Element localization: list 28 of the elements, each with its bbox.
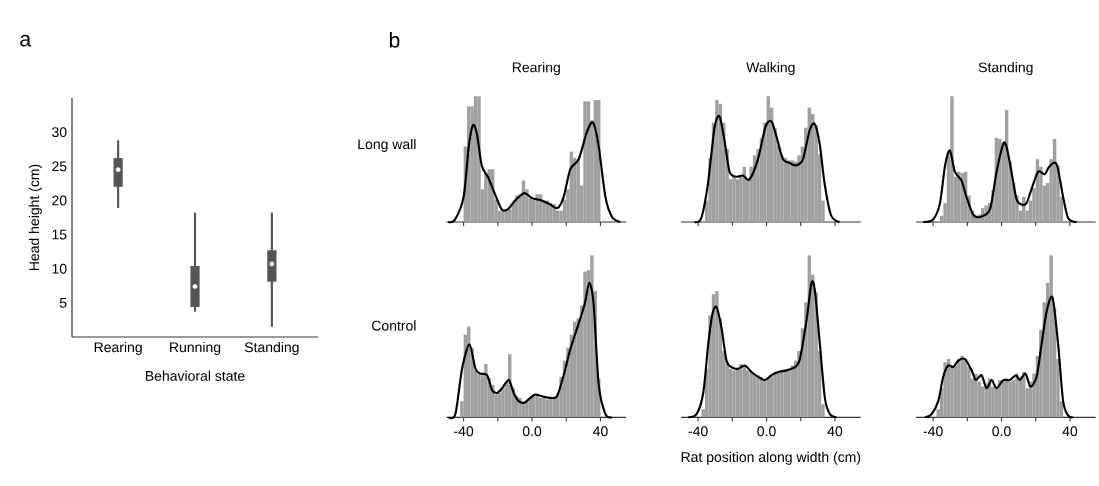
text: a (20, 34, 32, 47)
y-tick-label: 20 (52, 195, 67, 206)
y-axis-title: Control (372, 320, 416, 331)
x-tick-label: -40 (688, 426, 708, 437)
chart-title: Walking (746, 62, 795, 76)
chart-title: Standing (978, 62, 1033, 76)
x-tick-label: Running (170, 341, 221, 355)
x-tick-label: Standing (244, 341, 299, 355)
x-axis-title: Rat position along width (cm) (681, 451, 861, 465)
x-tick-label: 40 (592, 426, 608, 437)
x-tick-label: -40 (923, 426, 943, 437)
text: b (389, 32, 400, 48)
x-tick-label: 40 (827, 426, 843, 437)
y-tick-label: 10 (52, 263, 67, 274)
chart-title: Rearing (512, 62, 560, 76)
y-tick-label: 25 (52, 161, 67, 172)
y-tick-label: 15 (52, 229, 67, 240)
x-tick-label: 40 (1062, 426, 1078, 437)
x-tick-label: Rearing (94, 341, 142, 355)
y-tick-label: 30 (52, 127, 67, 138)
x-tick-label: 0.0 (522, 426, 542, 437)
y-axis-title: Long wall (358, 138, 416, 152)
x-tick-label: -40 (454, 426, 474, 437)
y-tick-label: 5 (59, 297, 67, 308)
x-tick-label: 0.0 (757, 426, 776, 437)
y-axis-title: Head height (cm) (28, 164, 42, 271)
x-tick-label: 0.0 (992, 426, 1011, 437)
x-axis-title: Behavioral state (145, 370, 245, 381)
